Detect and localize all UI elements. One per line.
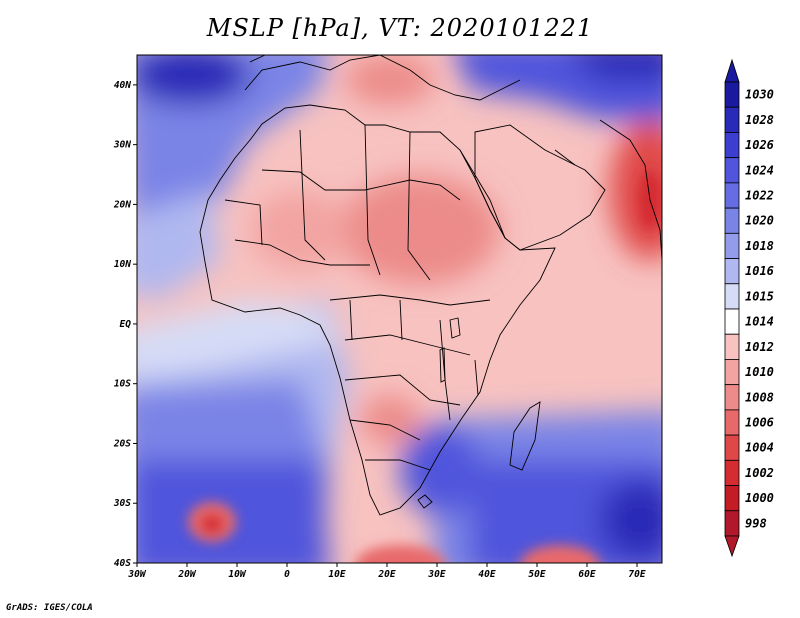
colorbar-label: 1006	[745, 416, 774, 430]
lon-tick-label: 60E	[578, 569, 595, 580]
lat-tick-label: 20S	[113, 438, 131, 449]
colorbar-label: 1000	[745, 491, 774, 505]
colorbar-swatch	[724, 333, 740, 360]
colorbar-label: 1010	[745, 365, 774, 379]
colorbar-label: 1022	[745, 189, 774, 203]
lon-tick-label: 70E	[628, 569, 645, 580]
lat-tick-label: 10N	[114, 259, 131, 270]
colorbar-swatch	[724, 207, 740, 234]
colorbar-label: 1030	[745, 88, 774, 102]
colorbar-swatch	[724, 232, 740, 259]
lon-tick-label: 50E	[528, 569, 545, 580]
colorbar-top-arrow	[724, 58, 740, 83]
colorbar-swatch	[724, 485, 740, 512]
colorbar-swatch	[724, 384, 740, 411]
lat-tick-label: 30S	[113, 498, 131, 509]
latitude-axis: 40N 30N 20N 10N EQ 10S 20S 30S 40S	[113, 80, 137, 569]
colorbar-swatch	[724, 459, 740, 486]
colorbar-swatch	[724, 132, 740, 159]
colorbar-swatch	[724, 308, 740, 335]
lon-tick-label: 0	[284, 569, 290, 580]
colorbar: 1030 1028 1026 1024 1022 1020 1018 1016 1015 1014…	[724, 58, 774, 558]
lon-tick-label: 10W	[228, 569, 246, 580]
colorbar-swatch	[724, 106, 740, 133]
colorbar-label: 1012	[745, 340, 774, 354]
lat-tick-label: 30N	[113, 140, 131, 151]
colorbar-swatch	[724, 81, 740, 108]
colorbar-label: 1024	[745, 163, 774, 177]
lat-tick-label: 20N	[113, 199, 131, 210]
map-title: MSLP [hPa], VT: 2020101221	[206, 14, 594, 42]
lon-tick-label: 20W	[177, 569, 196, 580]
coastlines	[199, 55, 662, 516]
longitude-axis: 30W 20W 10W 0 10E 20E 30E 40E 50E 60E 70E	[127, 563, 646, 580]
lat-tick-label: 10S	[114, 379, 131, 390]
lat-tick-label: 40N	[114, 80, 131, 91]
lon-tick-label: 10E	[328, 569, 345, 580]
colorbar-label: 1016	[745, 264, 774, 278]
colorbar-label: 1026	[745, 138, 774, 152]
colorbar-swatch	[724, 510, 740, 537]
colorbar-bottom-arrow	[724, 535, 740, 558]
colorbar-label: 1002	[745, 466, 774, 480]
colorbar-swatch	[724, 434, 740, 461]
colorbar-label: 1008	[745, 390, 774, 404]
colorbar-label: 998	[745, 516, 767, 530]
colorbar-label: 1028	[745, 113, 774, 127]
colorbar-swatch	[724, 157, 740, 184]
lon-tick-label: 40E	[478, 569, 495, 580]
lon-tick-label: 20E	[377, 569, 395, 580]
colorbar-label: 1004	[745, 441, 774, 455]
grads-credit: GrADS: IGES/COLA	[6, 603, 93, 613]
colorbar-label: 1015	[745, 289, 774, 303]
colorbar-label: 1018	[745, 239, 774, 253]
colorbar-label: 1020	[745, 214, 774, 228]
plot-frame	[136, 54, 663, 564]
colorbar-swatch	[724, 283, 740, 310]
lat-tick-label: EQ	[120, 319, 132, 330]
pressure-field	[137, 55, 662, 563]
lat-tick-label: 40S	[114, 558, 131, 569]
colorbar-swatch	[724, 409, 740, 436]
colorbar-label: 1014	[745, 315, 774, 329]
colorbar-swatch	[724, 182, 740, 209]
colorbar-swatch	[724, 258, 740, 285]
lon-tick-label: 30E	[427, 569, 445, 580]
lon-tick-label: 30W	[127, 569, 146, 580]
colorbar-swatch	[724, 359, 740, 386]
